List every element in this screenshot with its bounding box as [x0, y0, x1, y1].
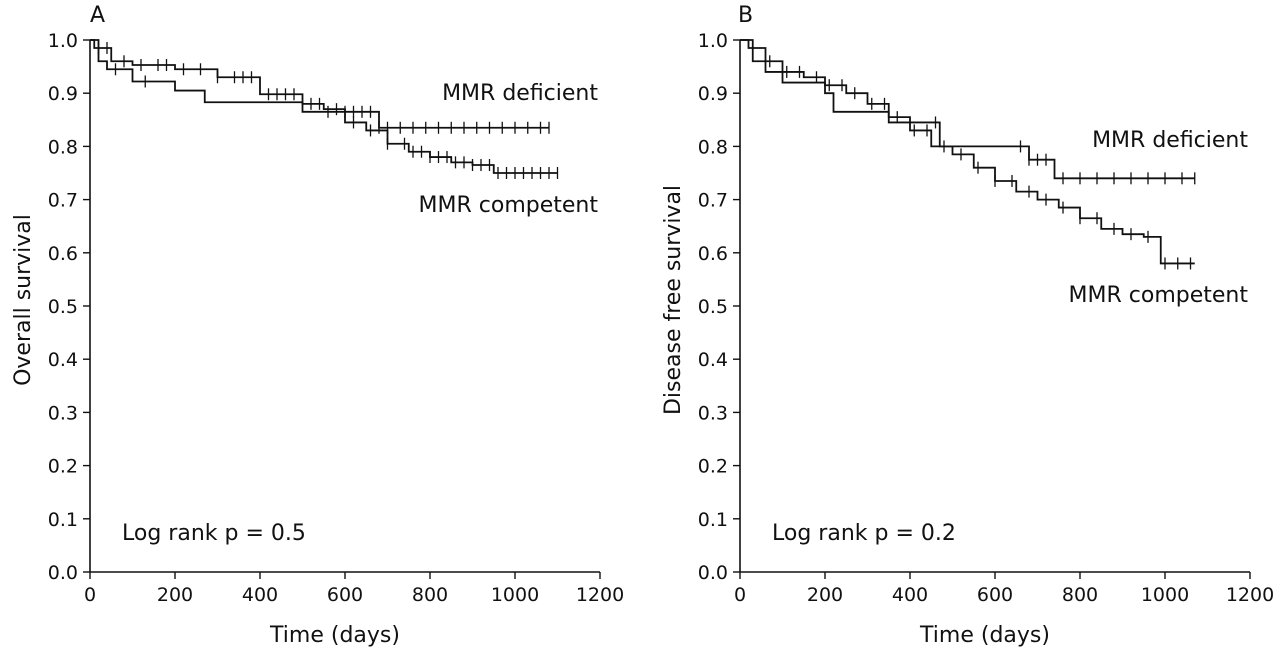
y-tick-label: 0.8 — [698, 136, 728, 158]
y-axis-title: Disease free survival — [661, 185, 686, 415]
y-tick-label: 0.1 — [698, 509, 728, 531]
log-rank-annotation: Log rank p = 0.2 — [772, 521, 956, 546]
x-tick-label: 200 — [157, 584, 193, 606]
x-tick-label: 600 — [977, 584, 1013, 606]
y-tick-label: 0.5 — [48, 296, 78, 318]
x-tick-label: 0 — [734, 584, 746, 606]
y-tick-label: 0.6 — [48, 243, 78, 265]
x-axis-title: Time (days) — [919, 623, 1050, 648]
x-tick-label: 1200 — [1226, 584, 1274, 606]
series-label: MMR competent — [419, 193, 599, 218]
y-tick-label: 0.8 — [48, 136, 78, 158]
survival-curve-deficient — [90, 39, 549, 129]
panel-label: B — [738, 3, 753, 28]
y-tick-label: 0.9 — [698, 83, 728, 105]
survival-curve-competent — [740, 39, 1195, 265]
x-tick-label: 600 — [327, 584, 363, 606]
y-tick-label: 0.4 — [698, 349, 728, 371]
x-tick-label: 800 — [412, 584, 448, 606]
x-tick-label: 1000 — [491, 584, 539, 606]
y-tick-label: 0.5 — [698, 296, 728, 318]
y-tick-label: 0.9 — [48, 83, 78, 105]
y-tick-label: 0.4 — [48, 349, 78, 371]
survival-curve-deficient — [740, 39, 1195, 180]
x-tick-label: 0 — [84, 584, 96, 606]
x-tick-label: 800 — [1062, 584, 1098, 606]
series-label: MMR deficient — [442, 81, 598, 106]
y-tick-label: 0.2 — [48, 456, 78, 478]
y-tick-label: 0.0 — [698, 562, 728, 584]
panel-label: A — [90, 3, 105, 28]
x-tick-label: 1200 — [576, 584, 624, 606]
y-tick-label: 0.3 — [48, 402, 78, 424]
panel-b: 0 200 400 600 800 1000 1200 0.0 0.1 0.2 0.3 0.4 0.5 0… — [661, 3, 1274, 648]
x-tick-label: 1000 — [1141, 584, 1189, 606]
x-tick-label: 200 — [807, 584, 843, 606]
y-tick-label: 1.0 — [48, 30, 78, 52]
x-axis-title: Time (days) — [269, 623, 400, 648]
y-tick-label: 0.3 — [698, 402, 728, 424]
y-axis-title: Overall survival — [11, 214, 36, 386]
panel-a: 0 200 400 600 800 1000 1200 0.0 0.1 0.2 0.3 0.4 0.5 0… — [11, 3, 624, 648]
x-tick-label: 400 — [242, 584, 278, 606]
series-label: MMR competent — [1069, 283, 1249, 308]
y-tick-label: 0.0 — [48, 562, 78, 584]
series-label: MMR deficient — [1092, 128, 1248, 153]
y-tick-label: 0.6 — [698, 243, 728, 265]
y-tick-label: 0.7 — [698, 190, 728, 212]
y-tick-label: 1.0 — [698, 30, 728, 52]
y-tick-label: 0.7 — [48, 190, 78, 212]
survival-curve-competent — [90, 39, 558, 174]
log-rank-annotation: Log rank p = 0.5 — [122, 521, 306, 546]
y-tick-label: 0.2 — [698, 456, 728, 478]
y-tick-label: 0.1 — [48, 509, 78, 531]
x-tick-label: 400 — [892, 584, 928, 606]
